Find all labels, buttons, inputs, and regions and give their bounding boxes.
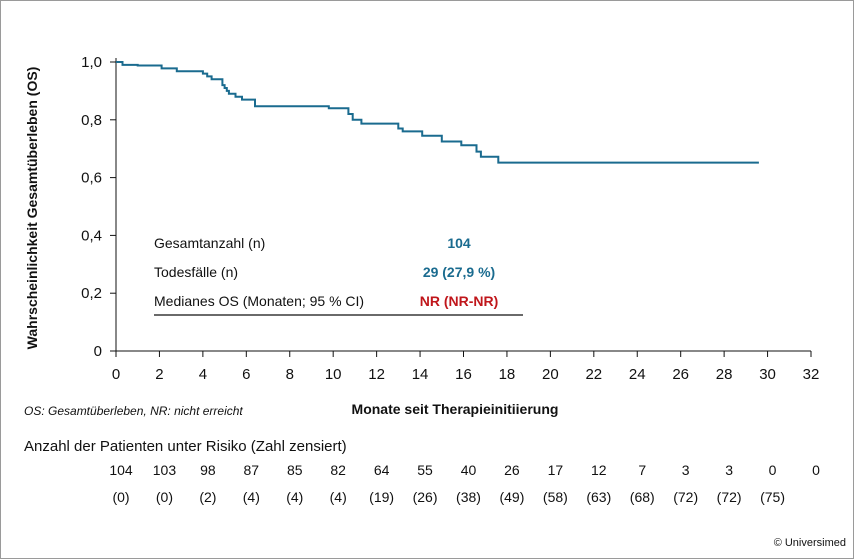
at-risk-count: 104 xyxy=(109,462,133,478)
y-axis-title: Wahrscheinlichkeit Gesamtüberleben (OS) xyxy=(24,67,40,350)
censored-count: (4) xyxy=(286,489,304,505)
censored-count: (4) xyxy=(329,489,347,505)
at-risk-count: 26 xyxy=(504,462,520,478)
censored-count: (0) xyxy=(155,489,173,505)
at-risk-count: 64 xyxy=(373,462,390,478)
x-tick-label: 12 xyxy=(368,366,385,383)
at-risk-count: 12 xyxy=(591,462,607,478)
x-tick-label: 28 xyxy=(716,366,733,383)
x-tick-label: 2 xyxy=(155,366,163,383)
censored-count: (0) xyxy=(112,489,130,505)
stat-value: NR (NR-NR) xyxy=(420,293,499,309)
at-risk-count: 7 xyxy=(638,462,647,478)
at-risk-count: 17 xyxy=(547,462,564,478)
censored-count: (75) xyxy=(760,489,786,505)
x-tick-label: 20 xyxy=(542,366,559,383)
y-tick-label: 1,0 xyxy=(81,54,102,71)
stat-label: Medianes OS (Monaten; 95 % CI) xyxy=(154,293,364,309)
risk-table-title: Anzahl der Patienten unter Risiko (Zahl … xyxy=(24,438,347,455)
stat-value: 29 (27,9 %) xyxy=(423,264,495,280)
at-risk-count: 87 xyxy=(243,462,260,478)
x-tick-label: 14 xyxy=(412,366,429,383)
censored-count: (58) xyxy=(542,489,568,505)
at-risk-count: 3 xyxy=(725,462,734,478)
x-tick-label: 4 xyxy=(199,366,207,383)
censored-count: (72) xyxy=(673,489,699,505)
at-risk-count: 40 xyxy=(460,462,477,478)
survival-curve-line xyxy=(116,61,759,164)
y-tick-label: 0,4 xyxy=(81,227,102,244)
stat-value: 104 xyxy=(447,235,471,251)
stat-label: Todesfälle (n) xyxy=(154,264,238,280)
y-axis: 0 0,2 0,4 0,6 0,8 1,0 xyxy=(81,54,117,360)
at-risk-count: 3 xyxy=(681,462,690,478)
x-axis-title: Monate seit Therapieinitiierung xyxy=(352,401,559,417)
at-risk-count: 98 xyxy=(200,462,216,478)
at-risk-count: 85 xyxy=(286,462,303,478)
at-risk-count: 55 xyxy=(417,462,433,478)
x-tick-label: 0 xyxy=(112,366,120,383)
censored-count: (72) xyxy=(716,489,742,505)
censored-count: (63) xyxy=(586,489,612,505)
at-risk-count: 103 xyxy=(152,462,177,478)
x-tick-label: 24 xyxy=(629,366,646,383)
at-risk-count: 0 xyxy=(768,462,777,478)
stats-box: Gesamtanzahl (n) 104 Todesfälle (n) 29 (27,… xyxy=(154,235,523,316)
copyright: © Universimed xyxy=(773,537,846,549)
survival-curve-group xyxy=(116,61,759,164)
footnote: OS: Gesamtüberleben, NR: nicht erreicht xyxy=(24,404,243,418)
at-risk-count: 0 xyxy=(812,462,820,478)
x-tick-label: 18 xyxy=(499,366,516,383)
stat-label: Gesamtanzahl (n) xyxy=(154,235,265,251)
y-tick-label: 0,8 xyxy=(81,112,102,129)
x-tick-label: 10 xyxy=(325,366,342,383)
censored-count: (68) xyxy=(629,489,655,505)
x-tick-label: 30 xyxy=(759,366,776,383)
x-tick-label: 26 xyxy=(672,366,689,383)
x-axis: 0 2 4 6 8 10 12 14 16 18 20 22 24 26 28 30 32 xyxy=(112,350,820,383)
y-tick-label: 0 xyxy=(94,343,102,360)
y-tick-label: 0,6 xyxy=(81,170,102,187)
at-risk-count: 82 xyxy=(330,462,346,478)
censored-count: (26) xyxy=(412,489,438,505)
censored-count: (4) xyxy=(242,489,260,505)
km-chart: 00,20,40,60,81,0 0 2 4 6 8 10 12 14 16 18 20 22 24 26… xyxy=(24,54,820,417)
x-tick-label: 16 xyxy=(455,366,472,383)
censored-count: (19) xyxy=(369,489,395,505)
censored-count: (38) xyxy=(456,489,481,505)
x-tick-label: 6 xyxy=(242,366,250,383)
censored-count: (49) xyxy=(499,489,525,505)
y-tick-label: 0,2 xyxy=(81,285,102,302)
x-tick-label: 8 xyxy=(286,366,294,383)
x-tick-label: 32 xyxy=(803,366,820,383)
x-tick-label: 22 xyxy=(585,366,602,383)
censored-count: (2) xyxy=(199,489,217,505)
